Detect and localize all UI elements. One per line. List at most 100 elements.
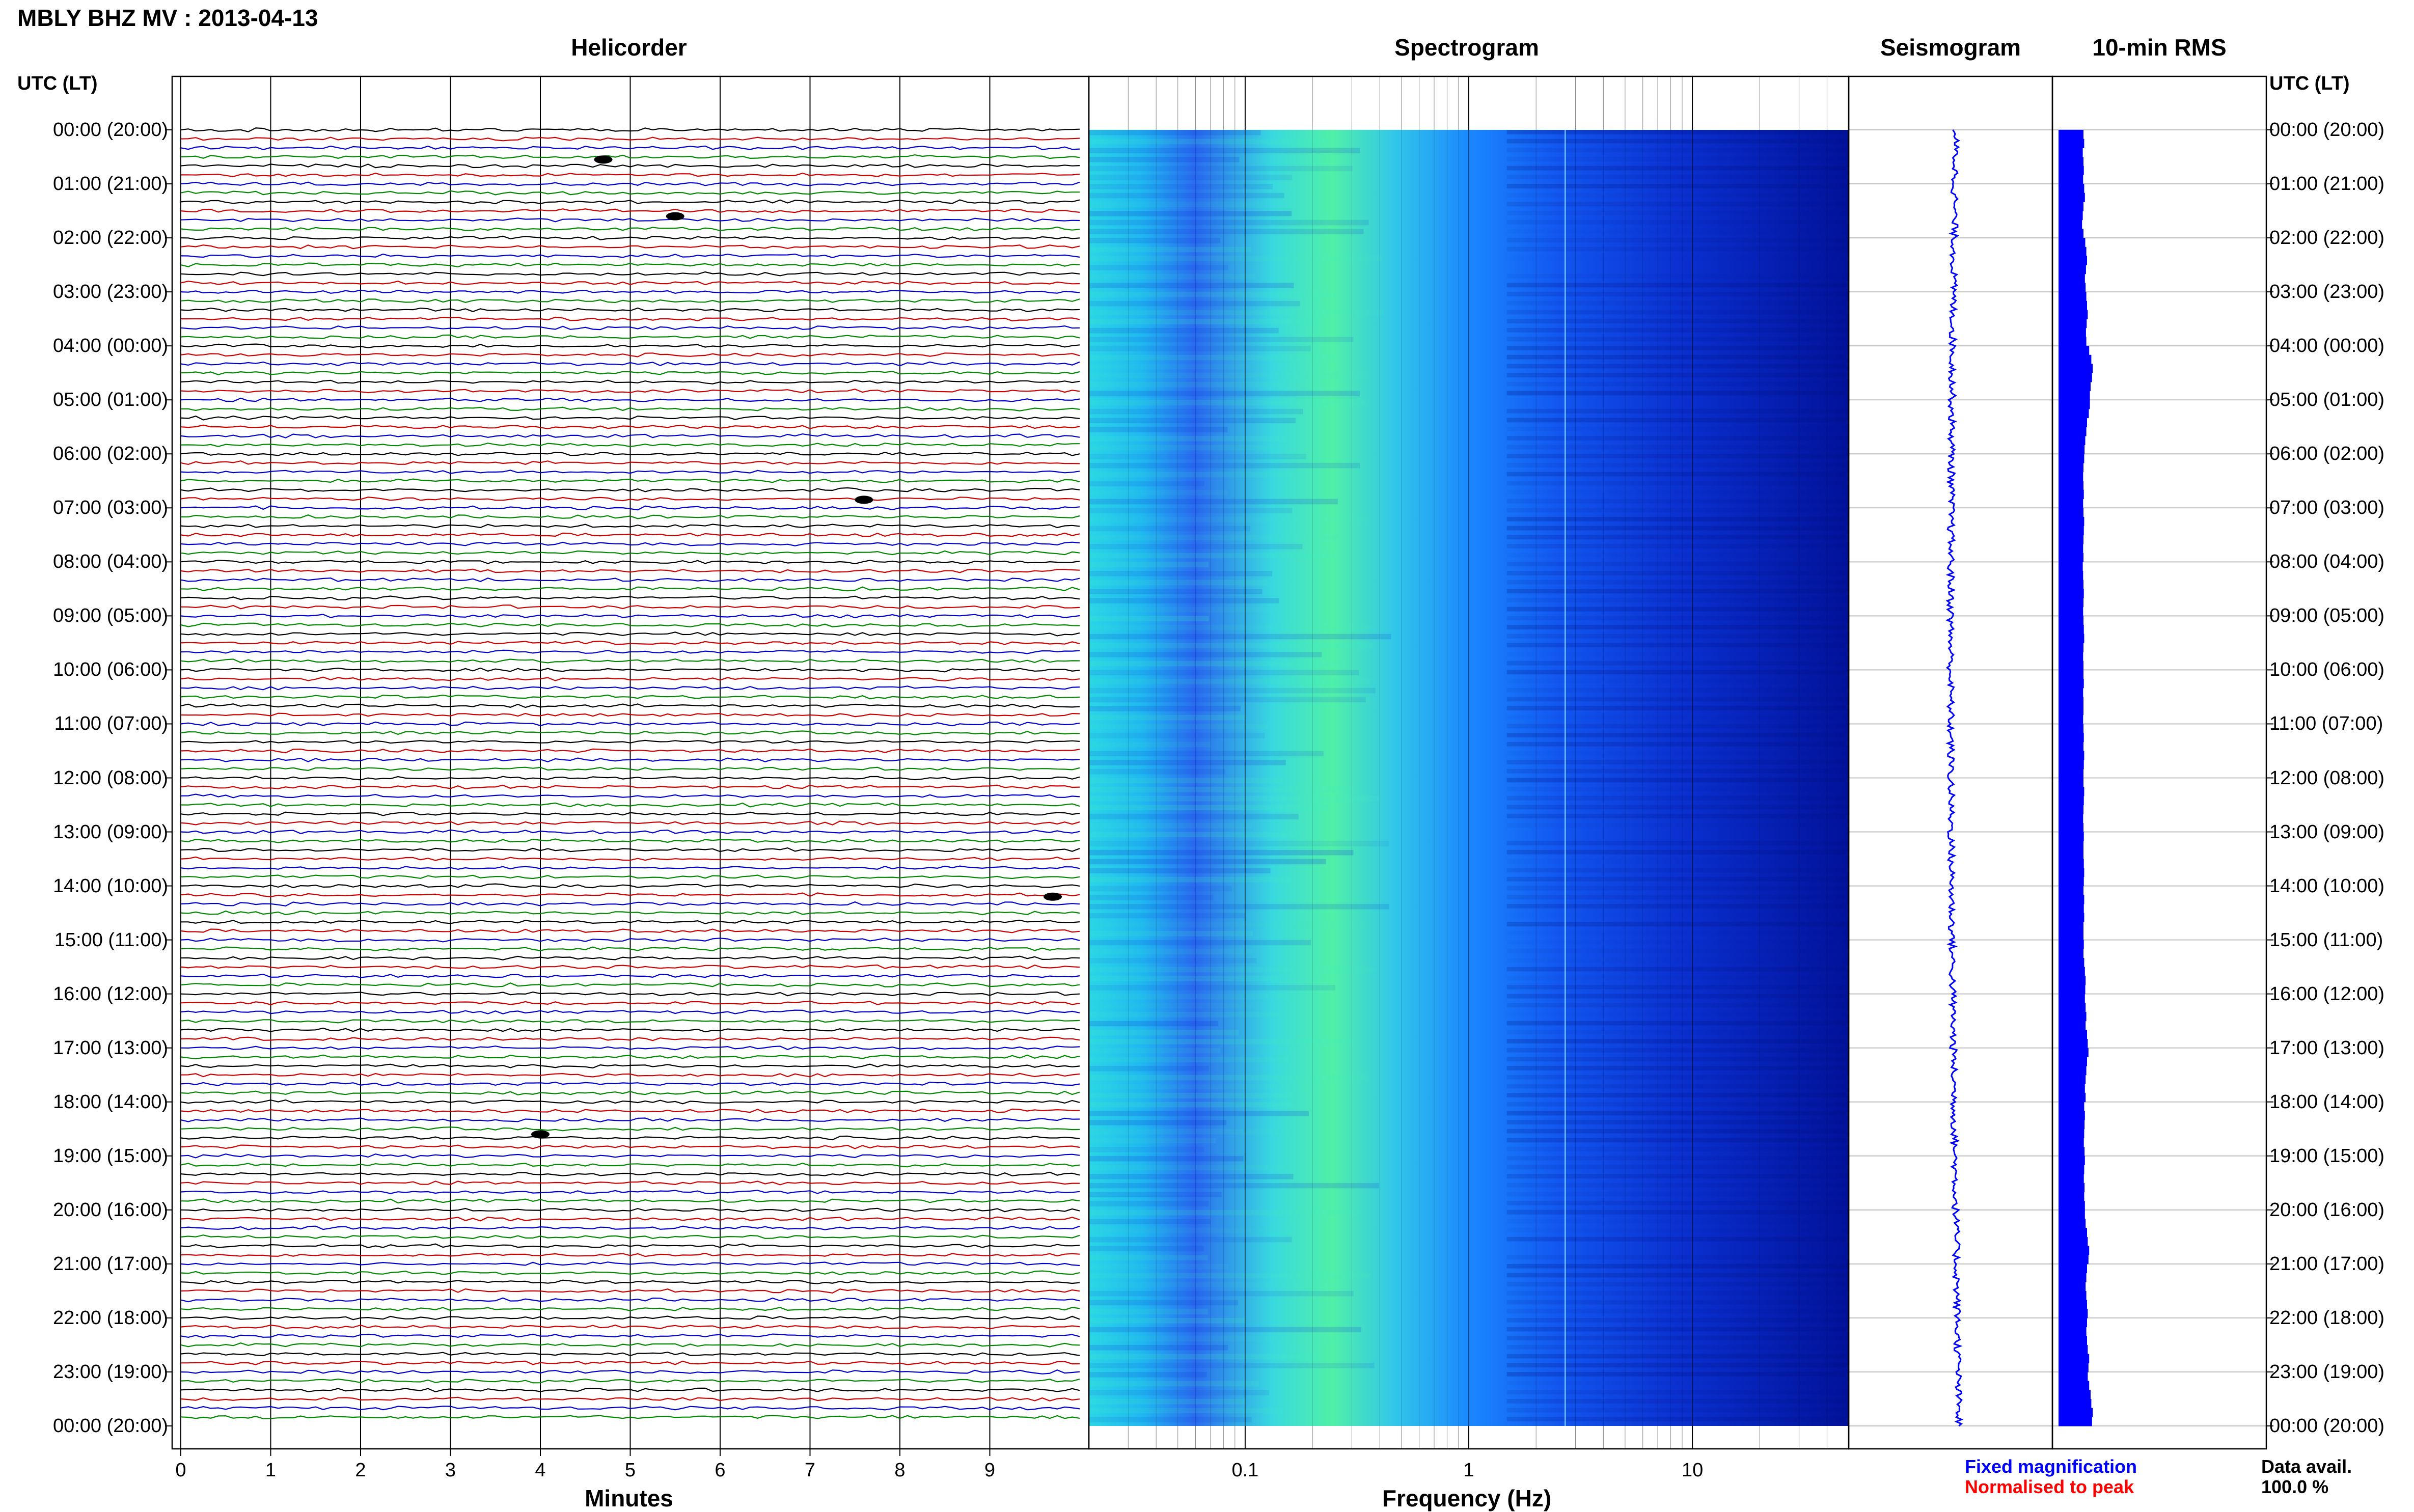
spectrogram-row xyxy=(1507,715,1849,720)
helicorder-trace xyxy=(180,1387,1080,1393)
rms-bar xyxy=(2059,391,2090,400)
helicorder-trace xyxy=(180,1009,1080,1014)
helicorder-trace xyxy=(180,595,1080,600)
spectrogram-row xyxy=(1506,319,1849,323)
rms-bar xyxy=(2059,1381,2090,1390)
spectrogram-row xyxy=(1506,1273,1849,1278)
spectrogram-row xyxy=(1506,193,1849,198)
rms-bar xyxy=(2059,868,2084,877)
time-label-right: 14:00 (10:00) xyxy=(2269,875,2385,897)
helicorder-trace xyxy=(180,910,1080,916)
spectrogram-row xyxy=(1089,283,1294,289)
spectrogram-row xyxy=(1506,516,1849,521)
spectrogram-row xyxy=(1089,445,1275,451)
spectrogram-row xyxy=(1506,238,1849,242)
minute-tick-label: 1 xyxy=(265,1460,277,1481)
rms-bar xyxy=(2059,598,2083,608)
helicorder-trace xyxy=(180,1054,1080,1060)
helicorder-trace xyxy=(180,199,1080,205)
time-label-left: 07:00 (03:00) xyxy=(52,497,168,519)
helicorder-trace xyxy=(180,415,1080,421)
rms-bar xyxy=(2059,1327,2087,1336)
spectrogram-row xyxy=(1089,949,1253,954)
spectrogram-row xyxy=(1089,1300,1238,1306)
utc-header-right: UTC (LT) xyxy=(2269,73,2350,94)
spectrogram-row xyxy=(1089,435,1287,442)
helicorder-trace xyxy=(180,397,1080,402)
helicorder-trace xyxy=(180,298,1080,304)
spectrogram-row xyxy=(1089,184,1273,189)
spectrogram-row xyxy=(1089,768,1225,775)
spectrogram-row xyxy=(1506,849,1849,855)
helicorder-trace xyxy=(180,829,1080,835)
spectrogram-row xyxy=(1089,462,1360,469)
helicorder-trace xyxy=(180,1306,1080,1311)
helicorder-trace xyxy=(180,424,1080,429)
helicorder-trace xyxy=(180,307,1080,313)
legend-normalised-to-peak: Normalised to peak xyxy=(1965,1476,2134,1497)
spectrogram-row xyxy=(1506,1371,1849,1377)
helicorder-trace xyxy=(180,820,1080,826)
spectrogram-row xyxy=(1506,876,1849,882)
rms-bar xyxy=(2059,1111,2085,1120)
rms-bar xyxy=(2059,273,2085,283)
rms-bar xyxy=(2059,913,2084,922)
rms-bar xyxy=(2059,445,2085,454)
rms-bar xyxy=(2059,670,2083,679)
spectrogram-row xyxy=(1089,795,1380,802)
rms-bar xyxy=(2059,1075,2086,1084)
spectrogram-row xyxy=(1089,139,1331,145)
spectrogram-row xyxy=(1089,1156,1244,1162)
helicorder-trace xyxy=(180,856,1080,861)
spectrogram-row xyxy=(1089,1003,1254,1008)
spectrogram-row xyxy=(1089,481,1204,486)
helicorder-trace xyxy=(180,1099,1080,1105)
spectrogram-row xyxy=(1089,670,1359,676)
spectrogram-row xyxy=(1089,967,1377,973)
helicorder-trace xyxy=(180,658,1080,664)
time-label-right: 16:00 (12:00) xyxy=(2269,983,2385,1005)
rms-bar xyxy=(2059,283,2086,292)
spectrogram-row xyxy=(1089,940,1311,946)
spectrogram-row xyxy=(1089,193,1284,199)
rms-bar xyxy=(2059,1300,2087,1309)
spectrogram-row xyxy=(1089,1371,1207,1378)
helicorder-trace xyxy=(180,766,1080,772)
spectrogram-row xyxy=(1506,1057,1849,1062)
spectrogram-row xyxy=(1507,679,1849,683)
seismic-event-marker xyxy=(594,155,613,164)
spectrogram-row xyxy=(1089,913,1245,919)
helicorder-trace xyxy=(180,640,1080,645)
spectrogram-row xyxy=(1506,543,1849,548)
spectrogram-row xyxy=(1506,246,1849,252)
helicorder-trace xyxy=(180,1414,1080,1419)
spectrogram-row xyxy=(1089,337,1354,343)
rms-bar xyxy=(2059,876,2084,887)
rms-bar xyxy=(2059,1354,2090,1363)
spectrogram-row xyxy=(1089,1290,1354,1297)
helicorder-trace xyxy=(180,235,1080,240)
spectrogram-row xyxy=(1506,661,1849,666)
spectrogram-row xyxy=(1506,166,1849,171)
rms-bar xyxy=(2059,994,2085,1003)
helicorder-trace xyxy=(180,1126,1080,1132)
spectrogram-row xyxy=(1506,175,1849,180)
spectrogram-row xyxy=(1506,1192,1849,1197)
spectrogram-row xyxy=(1506,1147,1849,1151)
helicorder-trace xyxy=(180,622,1080,627)
spectrogram-row xyxy=(1089,814,1299,819)
spectrogram-row xyxy=(1506,580,1849,585)
spectrogram-row xyxy=(1506,427,1849,432)
rms-bar xyxy=(2059,157,2083,167)
rms-bar xyxy=(2059,1057,2087,1066)
rms-bar xyxy=(2059,337,2087,346)
spectrogram-row xyxy=(1089,1075,1368,1081)
rms-bar xyxy=(2059,1192,2084,1201)
spectrogram-row xyxy=(1506,922,1849,927)
helicorder-trace xyxy=(180,433,1080,438)
spectrogram-row xyxy=(1506,706,1849,710)
spectrogram-row xyxy=(1089,571,1273,576)
rms-bar xyxy=(2059,1228,2087,1238)
spectrogram-row xyxy=(1089,1048,1220,1054)
